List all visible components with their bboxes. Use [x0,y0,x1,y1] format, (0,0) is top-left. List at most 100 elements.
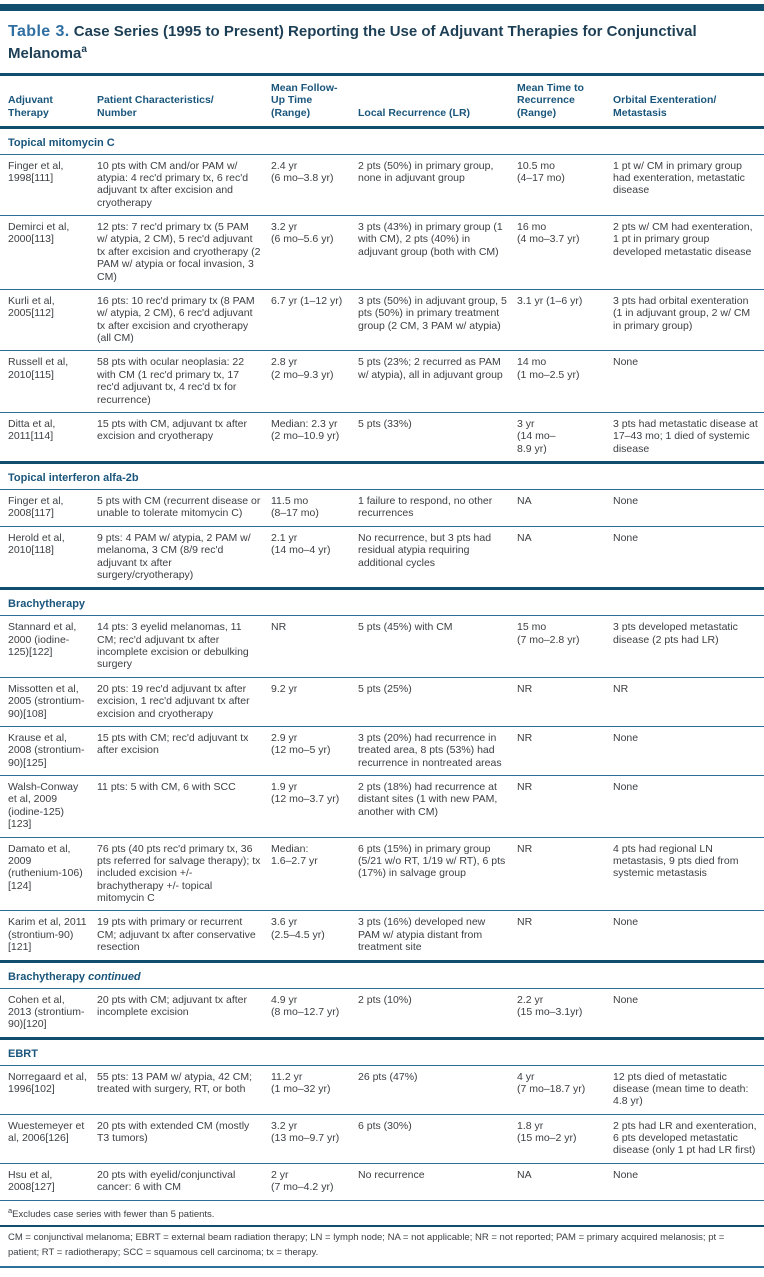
table-row: Finger et al, 1998[111] 10 pts with CM an… [0,154,764,217]
section-title: Topical interferon alfa-2b [8,472,139,485]
cell-local-recurrence: 6 pts (15%) in primary group (5/21 w/o R… [358,837,517,912]
cell-study: Wuestemeyer et al, 2006[126] [0,1114,97,1164]
cell-patients: 9 pts: 4 PAM w/ atypia, 2 PAM w/ melanom… [97,526,271,590]
cell-orbital: None [613,910,764,962]
cell-local-recurrence: 5 pts (25%) [358,677,517,727]
table-number-label: Table 3. [8,23,70,40]
table-row: Walsh-Conway et al, 2009 (iodine-125)[12… [0,775,764,838]
cell-study: Finger et al, 1998[111] [0,154,97,217]
cell-followup: Median: 1.6–2.7 yr [271,837,358,912]
table-title-footnote-marker: a [81,43,87,55]
table-header: Adjuvant Therapy Patient Characteristics… [0,72,764,129]
cell-study: Stannard et al, 2000 (iodine-125)[122] [0,615,97,678]
cell-study: Krause et al, 2008 (strontium-90)[125] [0,726,97,777]
cell-time-to-recurrence: NR [517,910,613,962]
table-row: Ditta et al, 2011[114] 15 pts with CM, ad… [0,412,764,464]
cell-study: Finger et al, 2008[117] [0,489,97,527]
section-header: Topical interferon alfa-2b [0,461,764,491]
cell-followup: 2.4 yr (6 mo–3.8 yr) [271,154,358,217]
cell-patients: 5 pts with CM (recurrent disease or unab… [97,489,271,527]
cell-study: Hsu et al, 2008[127] [0,1163,97,1201]
table-row: Cohen et al, 2013 (strontium-90)[120] 20 … [0,988,764,1039]
table-row: Norregaard et al, 1996[102] 55 pts: 13 PA… [0,1065,764,1115]
cell-time-to-recurrence: NA [517,489,613,527]
cell-followup: NR [271,615,358,678]
cell-local-recurrence: 3 pts (50%) in adjuvant group, 5 pts (50… [358,289,517,352]
cell-orbital: None [613,726,764,777]
cell-orbital: 4 pts had regional LN metastasis, 9 pts … [613,837,764,912]
cell-time-to-recurrence: 15 mo (7 mo–2.8 yr) [517,615,613,678]
cell-orbital: 12 pts died of metastatic disease (mean … [613,1065,764,1115]
cell-time-to-recurrence: 3.1 yr (1–6 yr) [517,289,613,352]
cell-followup: 3.6 yr (2.5–4.5 yr) [271,910,358,962]
cell-study: Cohen et al, 2013 (strontium-90)[120] [0,988,97,1039]
cell-local-recurrence: 2 pts (10%) [358,988,517,1039]
cell-study: Missotten et al, 2005 (strontium-90)[108… [0,677,97,727]
cell-local-recurrence: 3 pts (16%) developed new PAM w/ atypia … [358,910,517,962]
cell-local-recurrence: 1 failure to respond, no other recurrenc… [358,489,517,527]
section-ebrt: EBRT Norregaard et al, 1996[102] 55 pts: 1… [0,1036,764,1201]
footnote-a: aExcludes case series with fewer than 5 … [0,1201,764,1225]
cell-followup: 6.7 yr (1–12 yr) [271,289,358,352]
cell-followup: 4.9 yr (8 mo–12.7 yr) [271,988,358,1039]
table-row: Krause et al, 2008 (strontium-90)[125] 15… [0,726,764,777]
cell-orbital: 2 pts had LR and exenteration, 6 pts dev… [613,1114,764,1164]
section-title: Topical mitomycin C [8,136,115,149]
cell-followup: 11.2 yr (1 mo–32 yr) [271,1065,358,1115]
cell-followup: Median: 2.3 yr (2 mo–10.9 yr) [271,412,358,464]
case-series-table: Adjuvant Therapy Patient Characteristics… [0,72,764,1201]
cell-followup: 2.9 yr (12 mo–5 yr) [271,726,358,777]
section-topical-mitomycin-c: Topical mitomycin C Finger et al, 1998[11… [0,125,764,464]
footnote-a-text: Excludes case series with fewer than 5 p… [12,1208,215,1220]
section-header: Brachytherapy [0,587,764,617]
cell-patients: 15 pts with CM, adjuvant tx after excisi… [97,412,271,464]
table-row: Stannard et al, 2000 (iodine-125)[122] 14… [0,615,764,678]
section-header: EBRT [0,1036,764,1066]
table-row: Demirci et al, 2000[113] 12 pts: 7 rec'd … [0,215,764,290]
cell-time-to-recurrence: 14 mo (1 mo–2.5 yr) [517,350,613,413]
cell-followup: 2.8 yr (2 mo–9.3 yr) [271,350,358,413]
column-header-mean-followup: Mean Follow- Up Time (Range) [271,72,358,129]
cell-study: Herold et al, 2010[118] [0,526,97,590]
cell-local-recurrence: 5 pts (23%; 2 recurred as PAM w/ atypia)… [358,350,517,413]
cell-local-recurrence: 2 pts (50%) in primary group, none in ad… [358,154,517,217]
column-header-local-recurrence: Local Recurrence (LR) [358,72,517,129]
cell-orbital: 3 pts had metastatic disease at 17–43 mo… [613,412,764,464]
cell-followup: 1.9 yr (12 mo–3.7 yr) [271,775,358,838]
cell-local-recurrence: 6 pts (30%) [358,1114,517,1164]
cell-time-to-recurrence: 2.2 yr (15 mo–3.1yr) [517,988,613,1039]
column-header-mean-time-to-recurrence: Mean Time to Recurrence (Range) [517,72,613,129]
cell-patients: 20 pts with extended CM (mostly T3 tumor… [97,1114,271,1164]
cell-orbital: 3 pts had orbital exenteration (1 in adj… [613,289,764,352]
cell-orbital: None [613,350,764,413]
cell-patients: 19 pts with primary or recurrent CM; adj… [97,910,271,962]
table-row: Russell et al, 2010[115] 58 pts with ocul… [0,350,764,413]
cell-followup: 11.5 mo (8–17 mo) [271,489,358,527]
section-header: Topical mitomycin C [0,125,764,155]
top-divider [0,4,764,11]
cell-study: Norregaard et al, 1996[102] [0,1065,97,1115]
end-divider [0,1265,764,1268]
cell-patients: 55 pts: 13 PAM w/ atypia, 42 CM; treated… [97,1065,271,1115]
cell-orbital: NR [613,677,764,727]
cell-patients: 20 pts with CM; adjuvant tx after incomp… [97,988,271,1039]
cell-time-to-recurrence: NR [517,726,613,777]
cell-orbital: None [613,775,764,838]
cell-time-to-recurrence: NR [517,837,613,912]
cell-time-to-recurrence: 4 yr (7 mo–18.7 yr) [517,1065,613,1115]
cell-study: Damato et al, 2009 (ruthenium-106)[124] [0,837,97,912]
column-header-orbital-exenteration: Orbital Exenteration/ Metastasis [613,72,764,129]
cell-local-recurrence: 26 pts (47%) [358,1065,517,1115]
cell-patients: 20 pts: 19 rec'd adjuvant tx after excis… [97,677,271,727]
cell-orbital: 2 pts w/ CM had exenteration, 1 pt in pr… [613,215,764,290]
cell-study: Russell et al, 2010[115] [0,350,97,413]
abbreviations-footnote: CM = conjunctival melanoma; EBRT = exter… [8,1232,725,1258]
section-header: Brachytherapy continued [0,959,764,989]
section-title: Brachytherapy [8,598,86,611]
cell-followup: 2.1 yr (14 mo–4 yr) [271,526,358,590]
cell-followup: 3.2 yr (6 mo–5.6 yr) [271,215,358,290]
cell-followup: 3.2 yr (13 mo–9.7 yr) [271,1114,358,1164]
cell-orbital: None [613,1163,764,1201]
table-row: Missotten et al, 2005 (strontium-90)[108… [0,677,764,727]
